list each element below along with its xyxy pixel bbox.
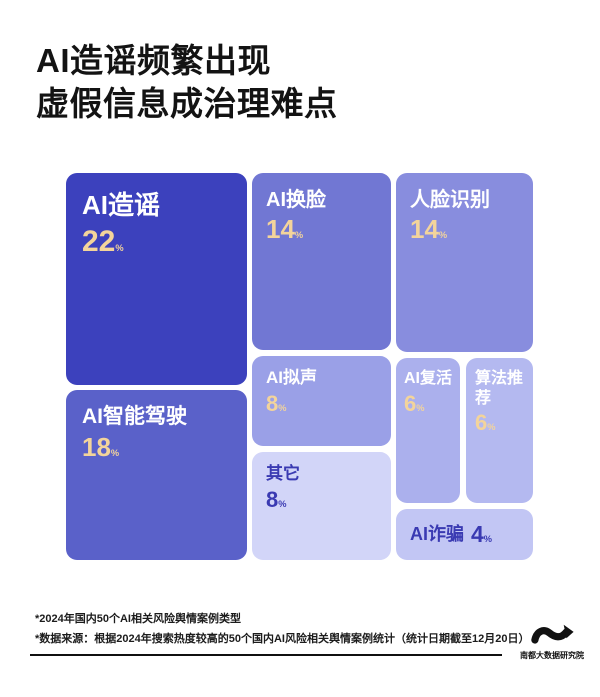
tile-label: AI复活	[404, 370, 453, 387]
treemap-tile-facial-recognition: 人脸识别 14%	[396, 173, 533, 352]
tile-label: AI造谣	[82, 190, 161, 220]
footer-divider	[30, 654, 502, 656]
treemap-tile-ai-driving: AI智能驾驶 18%	[66, 390, 247, 560]
tile-value-unit: %	[416, 402, 425, 413]
footnotes: *2024年国内50个AI相关风险舆情案例类型 *数据来源：根据2024年搜索热…	[35, 610, 529, 650]
treemap-tile-ai-face-swap: AI换脸 14%	[252, 173, 391, 350]
tile-value: 6%	[475, 410, 524, 436]
treemap-tile-ai-fraud: AI诈骗 4%	[396, 509, 533, 560]
tile-value-unit: %	[487, 422, 496, 433]
tile-value-number: 6	[475, 410, 488, 436]
tile-label: AI换脸	[266, 189, 326, 211]
treemap-tile-ai-rumor: AI造谣 22%	[66, 173, 247, 385]
logo-wave-icon	[519, 622, 585, 649]
tile-value-number: 8	[266, 390, 279, 416]
tile-value-unit: %	[110, 447, 120, 458]
tile-value-number: 14	[266, 214, 295, 245]
tile-value-unit: %	[438, 230, 448, 241]
tile-value: 18%	[82, 431, 231, 462]
tile-value-number: 4	[471, 520, 484, 547]
tile-label: 算法推荐	[475, 370, 524, 407]
publisher-logo: 南都大数据研究院	[519, 622, 585, 661]
treemap-tile-algorithm-recommendation: 算法推荐 6%	[466, 358, 533, 503]
tile-value-unit: %	[278, 402, 287, 413]
tile-value: 8%	[266, 486, 377, 512]
tile-value-unit: %	[278, 498, 287, 509]
tile-label: 人脸识别	[410, 189, 490, 211]
tile-value: 22%	[82, 225, 231, 258]
footnote-type: *2024年国内50个AI相关风险舆情案例类型	[35, 613, 241, 625]
tile-value-unit: %	[483, 533, 493, 544]
tile-value-number: 14	[410, 214, 439, 245]
tile-label: AI诈骗	[410, 523, 464, 544]
tile-label: AI拟声	[266, 368, 317, 387]
page-title: AI造谣频繁出现 虚假信息成治理难点	[36, 40, 338, 126]
tile-value-number: 6	[404, 390, 417, 416]
treemap-tile-ai-resurrection: AI复活 6%	[396, 358, 460, 503]
tile-value-unit: %	[294, 230, 304, 241]
title-line-1: AI造谣频繁出现	[36, 42, 271, 79]
tile-value-unit: %	[115, 242, 124, 253]
tile-value: 14%	[266, 215, 377, 244]
title-line-2: 虚假信息成治理难点	[36, 84, 338, 122]
tile-label: 其它	[266, 464, 300, 483]
tile-value: 4%	[471, 520, 493, 547]
tile-value-number: 18	[82, 431, 111, 462]
tile-value: 14%	[410, 215, 519, 244]
tile-value-number: 22	[82, 224, 116, 258]
treemap-tile-ai-voice-clone: AI拟声 8%	[252, 356, 391, 446]
tile-value: 8%	[266, 390, 377, 416]
logo-text: 南都大数据研究院	[520, 651, 584, 660]
tile-value-number: 8	[266, 486, 279, 512]
treemap-chart: AI造谣 22% AI智能驾驶 18% AI换脸 14% AI拟声 8% 其它 …	[66, 173, 533, 560]
tile-label: AI智能驾驶	[82, 405, 187, 428]
treemap-tile-others: 其它 8%	[252, 452, 391, 560]
tile-value: 6%	[404, 390, 452, 416]
footnote-source: *数据来源：根据2024年搜索热度较高的50个国内AI风险相关舆情案例统计（统计…	[35, 632, 530, 645]
